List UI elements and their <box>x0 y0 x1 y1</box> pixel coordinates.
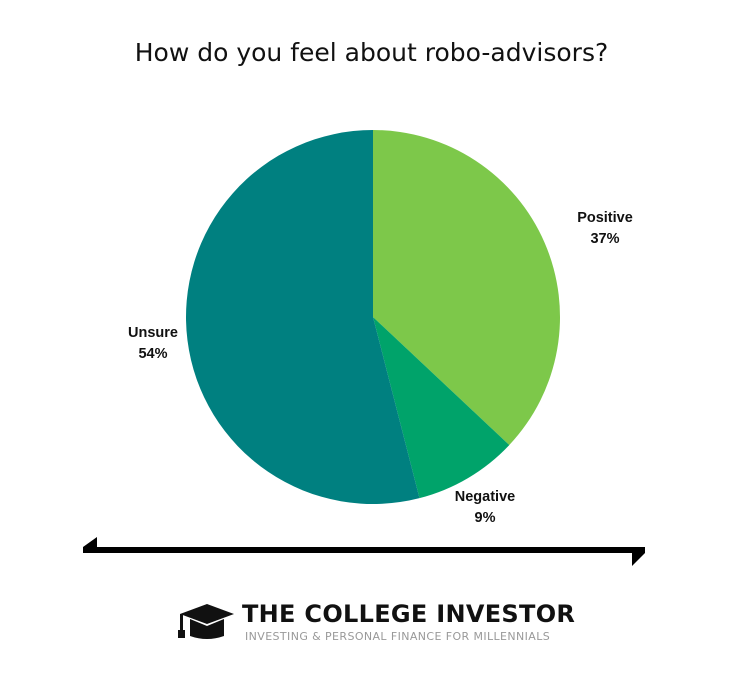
slice-label-unsure: Unsure 54% <box>118 323 188 365</box>
slice-name: Positive <box>577 210 633 226</box>
chart-title: How do you feel about robo-advisors? <box>134 38 609 67</box>
brand-name: THE COLLEGE INVESTOR <box>242 600 576 628</box>
slice-label-positive: Positive 37% <box>570 208 640 250</box>
slice-label-negative: Negative 9% <box>445 487 525 529</box>
brand-tagline: INVESTING & PERSONAL FINANCE FOR MILLENN… <box>245 630 551 643</box>
pie-slice-negative <box>373 317 510 499</box>
pie-slice-positive <box>373 130 561 446</box>
pie-slice-unsure <box>186 130 420 504</box>
slice-value: 9% <box>474 510 496 526</box>
slice-value: 54% <box>138 346 168 362</box>
slice-name: Negative <box>454 489 516 505</box>
graduation-cap-icon <box>178 604 234 639</box>
slice-name: Unsure <box>128 325 178 341</box>
slice-value: 37% <box>590 231 620 247</box>
divider-bar <box>83 537 645 566</box>
